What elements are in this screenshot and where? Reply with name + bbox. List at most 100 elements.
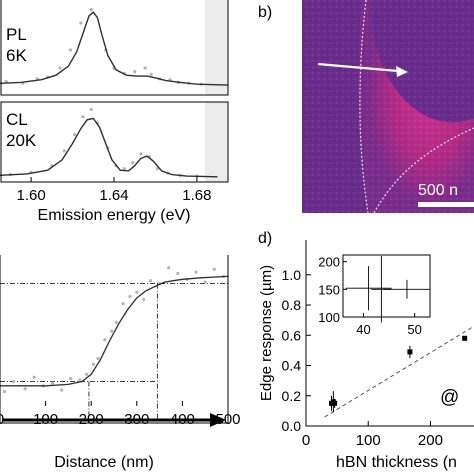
- data-point: [131, 161, 135, 165]
- pl-label: PL: [6, 25, 27, 44]
- scan-arrow: [317, 62, 408, 77]
- data-point: [148, 279, 153, 283]
- edge-markers: [0, 283, 228, 423]
- profile-data-points: [2, 266, 226, 394]
- data-point: [114, 320, 118, 325]
- panel-b-label: b): [258, 4, 272, 21]
- x-tick-label: 1.68: [182, 187, 211, 204]
- x-tick-label: 400: [170, 411, 195, 428]
- scale-bar: [418, 202, 474, 207]
- d-x-axis-label: hBN thickness (n: [336, 454, 457, 471]
- data-point: [62, 149, 66, 153]
- data-point: [2, 390, 7, 394]
- x-tick-label: 1.64: [99, 187, 128, 204]
- pl-fit-line: [0, 11, 228, 86]
- trend-line: [324, 325, 474, 418]
- panel-d: d) 0.0 0.2 0.4 0.6 0.8 1.0 0 100 200 @ Edge res…: [258, 230, 474, 471]
- data-point: [59, 388, 64, 392]
- inset-y-ticks: 100 150 200: [318, 255, 347, 325]
- data-point: [91, 362, 96, 366]
- d-annotation: @: [440, 387, 459, 408]
- inset-x-tick-label: 40: [356, 322, 370, 337]
- edge-boundary-right: [373, 127, 474, 214]
- y-tick-label: 1.0: [282, 267, 302, 283]
- d-x-ticks: 0 100 200: [302, 421, 443, 449]
- cl-data-points: [8, 107, 199, 178]
- data-point: [12, 379, 16, 384]
- cl-temperature: 20K: [6, 131, 37, 150]
- data-point: [135, 290, 139, 294]
- cl-fit-line: [0, 117, 218, 178]
- inset-x-ticks: 40 50: [356, 313, 422, 337]
- data-point: [462, 335, 468, 341]
- inset-x-tick-label: 50: [407, 322, 421, 337]
- profile-x-ticks: 0 100 200 300 400 500: [0, 401, 241, 428]
- data-point: [142, 297, 146, 302]
- panel-c: 0 100 200 300 400 500 Distance (nm): [0, 255, 241, 471]
- data-point: [110, 329, 114, 333]
- shaded-region: [205, 0, 228, 95]
- data-point: [212, 267, 216, 271]
- data-point: [167, 266, 171, 270]
- edge-boundary-left: [359, 0, 369, 214]
- data-point: [78, 378, 82, 382]
- x-tick-label: 300: [124, 411, 149, 428]
- y-tick-label: 0.8: [282, 297, 302, 313]
- inset-y-tick-label: 100: [318, 310, 340, 325]
- data-point: [79, 21, 83, 25]
- data-point: [203, 280, 207, 284]
- pl-temperature: 6K: [6, 46, 27, 65]
- pl-intensity-map: [302, 0, 474, 214]
- data-point: [85, 372, 89, 376]
- profile-axes-frame: [0, 255, 229, 424]
- panel-d-label: d): [258, 230, 272, 247]
- profile-fit-line: [0, 275, 228, 387]
- data-point: [50, 381, 55, 385]
- data-point: [58, 66, 62, 70]
- data-point: [103, 338, 107, 342]
- inset-y-tick-label: 150: [318, 282, 340, 297]
- x-tick-label: 500: [215, 411, 240, 428]
- scale-bar-label: 500 n: [418, 182, 458, 199]
- y-tick-label: 0.0: [282, 418, 302, 434]
- x-tick-label: 0: [0, 411, 4, 428]
- data-point: [176, 271, 180, 276]
- data-point: [89, 7, 93, 12]
- data-point: [69, 377, 73, 381]
- y-tick-label: 0.2: [282, 388, 302, 404]
- data-point: [407, 349, 413, 355]
- data-point: [89, 107, 93, 112]
- x-tick-label: 1.60: [16, 187, 45, 204]
- d-y-axis-label: Edge response (µm): [258, 265, 275, 401]
- data-point: [122, 167, 126, 171]
- d-inset: 100 150 200 40 50: [318, 254, 431, 337]
- x-tick-label: 100: [356, 432, 381, 449]
- panel-a-bottom: CL 20K 1.60 1.64 1.68 Emission energy (eV): [0, 101, 229, 224]
- shaded-region: [205, 102, 228, 182]
- data-point: [194, 270, 198, 274]
- profile-x-axis-label: Distance (nm): [54, 454, 154, 471]
- x-tick-label: 200: [418, 432, 443, 449]
- inset-y-tick-label: 200: [318, 255, 340, 270]
- y-tick-label: 0.4: [282, 358, 302, 374]
- x-tick-label: 100: [33, 411, 58, 428]
- data-point: [139, 152, 143, 156]
- data-point: [23, 387, 27, 391]
- cl-axes-frame: [0, 101, 229, 183]
- panel-b: b) 500 n: [258, 0, 474, 214]
- data-point: [332, 400, 338, 406]
- cl-label: CL: [6, 110, 28, 129]
- x-tick-label: 0: [302, 432, 310, 449]
- data-point: [81, 115, 85, 119]
- data-point: [128, 294, 132, 299]
- x-tick-label: 200: [79, 411, 104, 428]
- d-data-points: [329, 335, 468, 413]
- data-point: [121, 302, 125, 306]
- data-point: [32, 375, 36, 379]
- data-point: [96, 356, 100, 361]
- data-point: [68, 48, 73, 52]
- cl-x-axis-label: Emission energy (eV): [38, 207, 191, 224]
- data-point: [73, 133, 77, 137]
- distance-arrow: [2, 413, 226, 427]
